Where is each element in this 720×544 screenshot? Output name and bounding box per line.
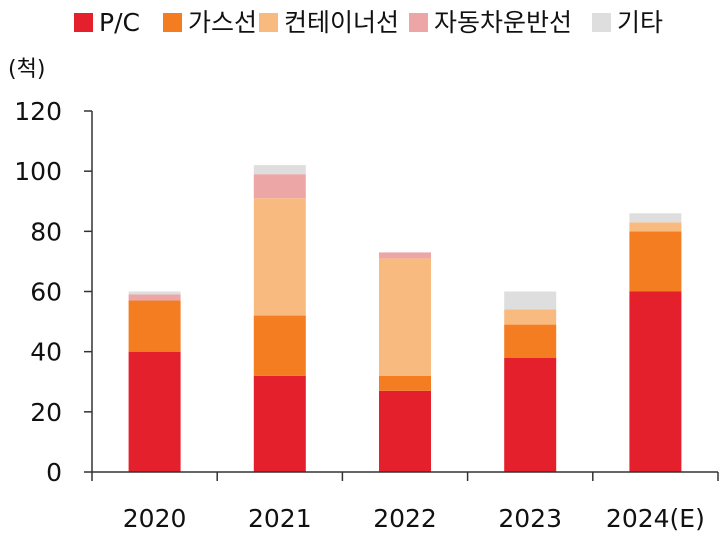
legend-swatch bbox=[409, 13, 428, 32]
bar-segment bbox=[629, 231, 682, 292]
legend-label: 컨테이너선 bbox=[284, 8, 399, 37]
y-tick-label: 40 bbox=[30, 338, 62, 367]
bar-segment bbox=[128, 300, 181, 352]
x-tick-label: 2022 bbox=[373, 504, 437, 533]
y-tick-label: 100 bbox=[14, 157, 62, 186]
bar-segment bbox=[379, 375, 431, 391]
bar-segment bbox=[629, 213, 682, 223]
legend-label: 기타 bbox=[617, 8, 663, 37]
bar-segment bbox=[253, 375, 306, 472]
y-tick-label: 80 bbox=[30, 217, 62, 246]
y-tick-label: 60 bbox=[30, 278, 62, 307]
legend-swatch bbox=[74, 13, 93, 32]
bar-segment bbox=[379, 252, 431, 259]
bar-segment bbox=[629, 222, 682, 232]
bar-segment bbox=[128, 351, 181, 472]
legend-label: 자동차운반선 bbox=[434, 8, 572, 37]
x-tick-label: 2020 bbox=[123, 504, 187, 533]
x-tick-label: 2024(E) bbox=[606, 504, 705, 533]
legend-swatch bbox=[163, 13, 182, 32]
x-tick-label: 2023 bbox=[498, 504, 562, 533]
bars bbox=[128, 165, 682, 472]
bar-segment bbox=[504, 324, 557, 358]
y-unit-label: (척) bbox=[8, 57, 45, 82]
x-tick-label: 2021 bbox=[248, 504, 312, 533]
y-axis-ticks: 0 20 40 60 80 100 120 bbox=[14, 97, 93, 487]
y-tick-label: 0 bbox=[46, 458, 62, 487]
bar-segment bbox=[253, 165, 306, 175]
bar-segment bbox=[504, 291, 557, 310]
bar-segment bbox=[504, 357, 557, 472]
legend: P/C 가스선 컨테이너선 자동차운반선 기타 bbox=[74, 8, 663, 37]
bar-segment bbox=[504, 309, 557, 325]
y-tick-label: 120 bbox=[14, 97, 62, 126]
y-tick-label: 20 bbox=[30, 398, 62, 427]
bar-segment bbox=[253, 174, 306, 199]
legend-label: P/C bbox=[99, 8, 140, 37]
bar-segment bbox=[379, 390, 431, 472]
x-axis: 2020 2021 2022 2023 2024(E) bbox=[91, 471, 719, 533]
bar-segment bbox=[253, 198, 306, 316]
legend-swatch bbox=[259, 13, 278, 32]
bar-segment bbox=[629, 291, 682, 472]
bar-segment bbox=[128, 291, 181, 295]
bar-segment bbox=[128, 294, 181, 301]
legend-label: 가스선 bbox=[188, 8, 257, 37]
legend-swatch bbox=[592, 13, 611, 32]
bar-segment bbox=[379, 258, 431, 376]
bar-segment bbox=[253, 315, 306, 376]
